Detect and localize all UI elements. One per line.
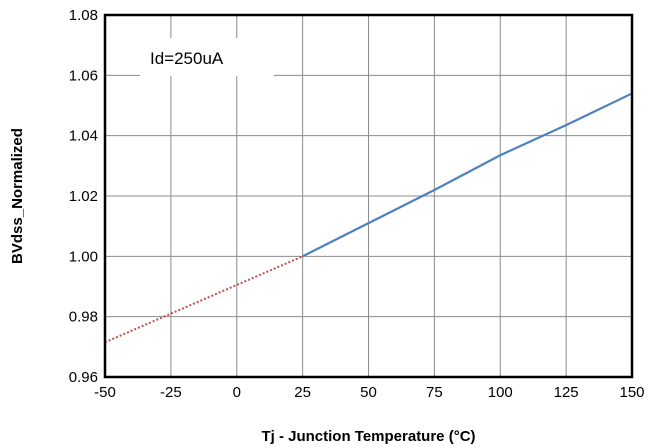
x-tick-label: 50 <box>360 384 377 401</box>
annotation-box <box>140 38 274 76</box>
x-tick-label: -50 <box>94 384 116 401</box>
y-tick-label: 1.00 <box>69 248 98 265</box>
y-tick-label: 1.04 <box>69 128 98 145</box>
x-tick-label: 75 <box>426 384 443 401</box>
series-line-0 <box>104 255 304 344</box>
x-tick-labels: -50 -25 0 25 50 75 100 125 150 <box>94 384 644 401</box>
y-tick-label: 1.06 <box>69 67 98 84</box>
y-tick-label: 1.08 <box>69 7 98 24</box>
x-tick-label: 25 <box>294 384 311 401</box>
y-tick-label: 0.96 <box>69 369 98 386</box>
y-tick-labels: 0.96 0.98 1.00 1.02 1.04 1.06 1.08 <box>69 7 98 386</box>
series-group <box>104 92 633 344</box>
y-tick-label: 0.98 <box>69 309 98 326</box>
x-tick-label: 125 <box>554 384 579 401</box>
x-tick-label: 0 <box>233 384 241 401</box>
series-line-1 <box>302 92 633 258</box>
x-tick-label: -25 <box>160 384 182 401</box>
plot-frame <box>103 13 634 379</box>
y-tick-label: 1.02 <box>69 188 98 205</box>
x-tick-label: 100 <box>488 384 513 401</box>
y-axis-title: BVdss_Normalized <box>9 128 26 264</box>
x-axis-title: Tj - Junction Temperature (°C) <box>261 428 475 445</box>
annotation-label: Id=250uA <box>150 49 224 68</box>
x-tick-label: 150 <box>619 384 644 401</box>
